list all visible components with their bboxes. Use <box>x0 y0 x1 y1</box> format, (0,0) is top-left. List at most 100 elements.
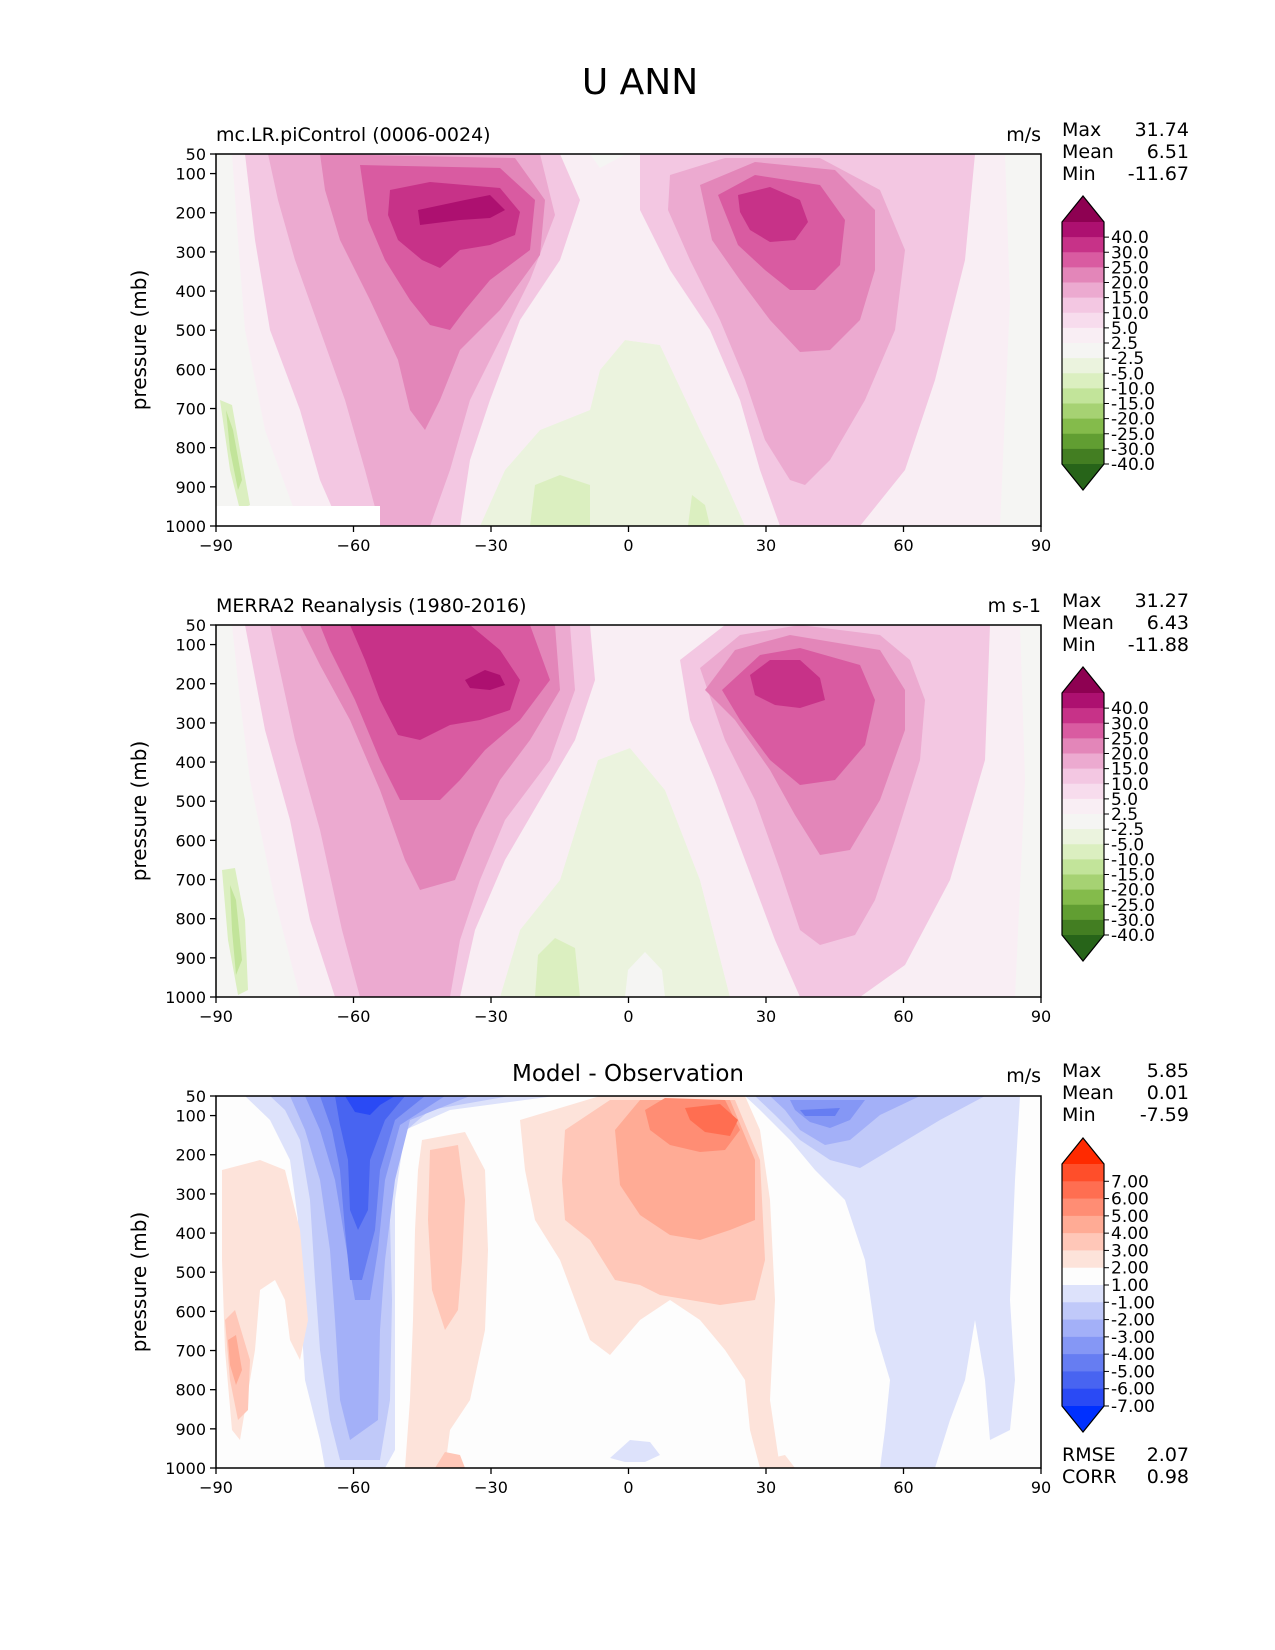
colorbar-tick-label: -2.00 <box>1111 1311 1155 1331</box>
panel-units: m/s <box>1006 124 1041 146</box>
colorbar-swatch <box>1062 738 1104 754</box>
colorbar-tick-label: 5.0 <box>1111 790 1138 810</box>
colorbar-swatch <box>1062 1267 1104 1286</box>
y-tick-label: 400 <box>175 282 206 301</box>
colorbar-tick-label: 40.0 <box>1111 699 1149 719</box>
colorbar-swatch <box>1062 1285 1104 1303</box>
colorbar-swatch <box>1062 814 1104 830</box>
x-tick-label: −30 <box>474 1478 508 1497</box>
colorbar-tick-label: -25.0 <box>1111 896 1155 916</box>
y-tick-label: 700 <box>175 1342 206 1361</box>
y-tick-label: 600 <box>175 1302 206 1321</box>
contour-band-equator-calm <box>625 952 665 997</box>
colorbar-swatch <box>1062 708 1104 724</box>
colorbar-tick-label: 3.00 <box>1111 1241 1149 1261</box>
colorbar-tick-label: -10.0 <box>1111 850 1155 870</box>
stat-min-label: Min <box>1062 1104 1096 1126</box>
panel-left-title: mc.LR.piControl (0006-0024) <box>216 124 491 146</box>
colorbar-tick-label: -5.0 <box>1111 835 1144 855</box>
colorbar-swatch <box>1062 783 1104 800</box>
stat-mean-value: 6.51 <box>1147 141 1189 163</box>
y-tick-label: 500 <box>175 1263 206 1282</box>
y-tick-label: 300 <box>175 714 206 733</box>
y-tick-label: 200 <box>175 1146 206 1165</box>
y-tick-label: 800 <box>175 1381 206 1400</box>
colorbar-extend-min <box>1062 464 1104 490</box>
colorbar-tick-label: -1.00 <box>1111 1293 1155 1313</box>
colorbar-swatch <box>1062 1198 1104 1217</box>
contour-band-easterly-mid <box>530 475 590 526</box>
y-tick-label: 700 <box>175 400 206 419</box>
colorbar-tick-label: 10.0 <box>1111 775 1149 795</box>
y-axis-label: pressure (mb) <box>127 270 151 411</box>
colorbar-swatch <box>1062 448 1104 465</box>
colorbar-swatch <box>1062 418 1104 435</box>
stat-corr-label: CORR <box>1062 1466 1117 1488</box>
colorbar-tick-label: 1.00 <box>1111 1276 1149 1296</box>
colorbar-swatch <box>1062 1164 1104 1182</box>
colorbar-tick-label: -40.0 <box>1111 926 1155 946</box>
colorbar-tick-label: 6.00 <box>1111 1190 1149 1210</box>
colorbar-swatch <box>1062 753 1104 770</box>
colorbar-swatch <box>1062 693 1104 709</box>
colorbar-swatch <box>1062 919 1104 936</box>
colorbar-swatch <box>1062 297 1104 314</box>
stat-mean-value: 6.43 <box>1147 612 1189 634</box>
colorbar-tick-label: 25.0 <box>1111 258 1149 278</box>
y-tick-label: 50 <box>186 145 206 164</box>
colorbar-tick-label: 30.0 <box>1111 243 1149 263</box>
colorbar-swatch <box>1062 1354 1104 1372</box>
colorbar-tick-label: 15.0 <box>1111 289 1149 309</box>
colorbar-tick-label: -4.00 <box>1111 1345 1155 1365</box>
stat-max-label: Max <box>1062 119 1101 141</box>
colorbar-tick-label: -30.0 <box>1111 911 1155 931</box>
y-tick-label: 50 <box>186 616 206 635</box>
colorbar-extend-max <box>1062 1138 1104 1164</box>
colorbar-extend-max <box>1062 667 1104 693</box>
x-tick-label: −60 <box>337 1478 371 1497</box>
y-tick-label: 400 <box>175 1224 206 1243</box>
x-axis: −90 −60 −30 0 30 60 90 <box>199 997 1051 1026</box>
colorbar-swatch <box>1062 768 1104 785</box>
stat-min-value: -11.67 <box>1128 163 1189 185</box>
colorbar-swatch <box>1062 1250 1104 1269</box>
stat-mean-label: Mean <box>1062 612 1114 634</box>
y-tick-label: 100 <box>175 636 206 655</box>
y-tick-label: 200 <box>175 204 206 223</box>
stat-rmse-value: 2.07 <box>1147 1444 1189 1466</box>
colorbar-swatch <box>1062 222 1104 238</box>
y-tick-label: 600 <box>175 360 206 379</box>
colorbar-swatch <box>1062 1233 1104 1251</box>
colorbar-swatch <box>1062 1302 1104 1321</box>
stat-min-label: Min <box>1062 163 1096 185</box>
x-axis: −90 −60 −30 0 30 60 90 <box>199 1468 1051 1497</box>
y-tick-label: 400 <box>175 753 206 772</box>
colorbar-tick-label: -2.5 <box>1111 349 1144 369</box>
stat-rmse-label: RMSE <box>1062 1444 1116 1466</box>
stats-block: Max 31.74 Mean 6.51 Min -11.67 <box>1062 119 1189 185</box>
y-tick-label: 900 <box>175 949 206 968</box>
colorbar-swatch <box>1062 904 1104 921</box>
colorbar-tick-label: -30.0 <box>1111 440 1155 460</box>
panel-units: m s-1 <box>988 595 1041 617</box>
stat-max-value: 5.85 <box>1147 1060 1189 1082</box>
y-tick-label: 200 <box>175 675 206 694</box>
colorbar-swatch <box>1062 388 1104 404</box>
colorbar-tick-label: -6.00 <box>1111 1380 1155 1400</box>
y-tick-label: 300 <box>175 243 206 262</box>
x-tick-label: −90 <box>199 536 233 555</box>
panel-center-title: Model - Observation <box>512 1061 744 1087</box>
colorbar-swatch <box>1062 358 1104 374</box>
colorbar-tick-label: -3.00 <box>1111 1328 1155 1348</box>
colorbar-tick-label: -25.0 <box>1111 425 1155 445</box>
colorbar-tick-label: -20.0 <box>1111 410 1155 430</box>
y-tick-label: 900 <box>175 1420 206 1439</box>
x-tick-label: 60 <box>893 536 913 555</box>
colorbar-tick-label: 4.00 <box>1111 1224 1149 1244</box>
y-tick-label: 600 <box>175 831 206 850</box>
stats-block: Max 31.27 Mean 6.43 Min -11.88 <box>1062 590 1189 656</box>
contour-band-jet-south-30 <box>418 195 505 225</box>
contour-field <box>216 154 1041 526</box>
y-tick-label: 300 <box>175 1185 206 1204</box>
colorbar-tick-label: 5.0 <box>1111 319 1138 339</box>
